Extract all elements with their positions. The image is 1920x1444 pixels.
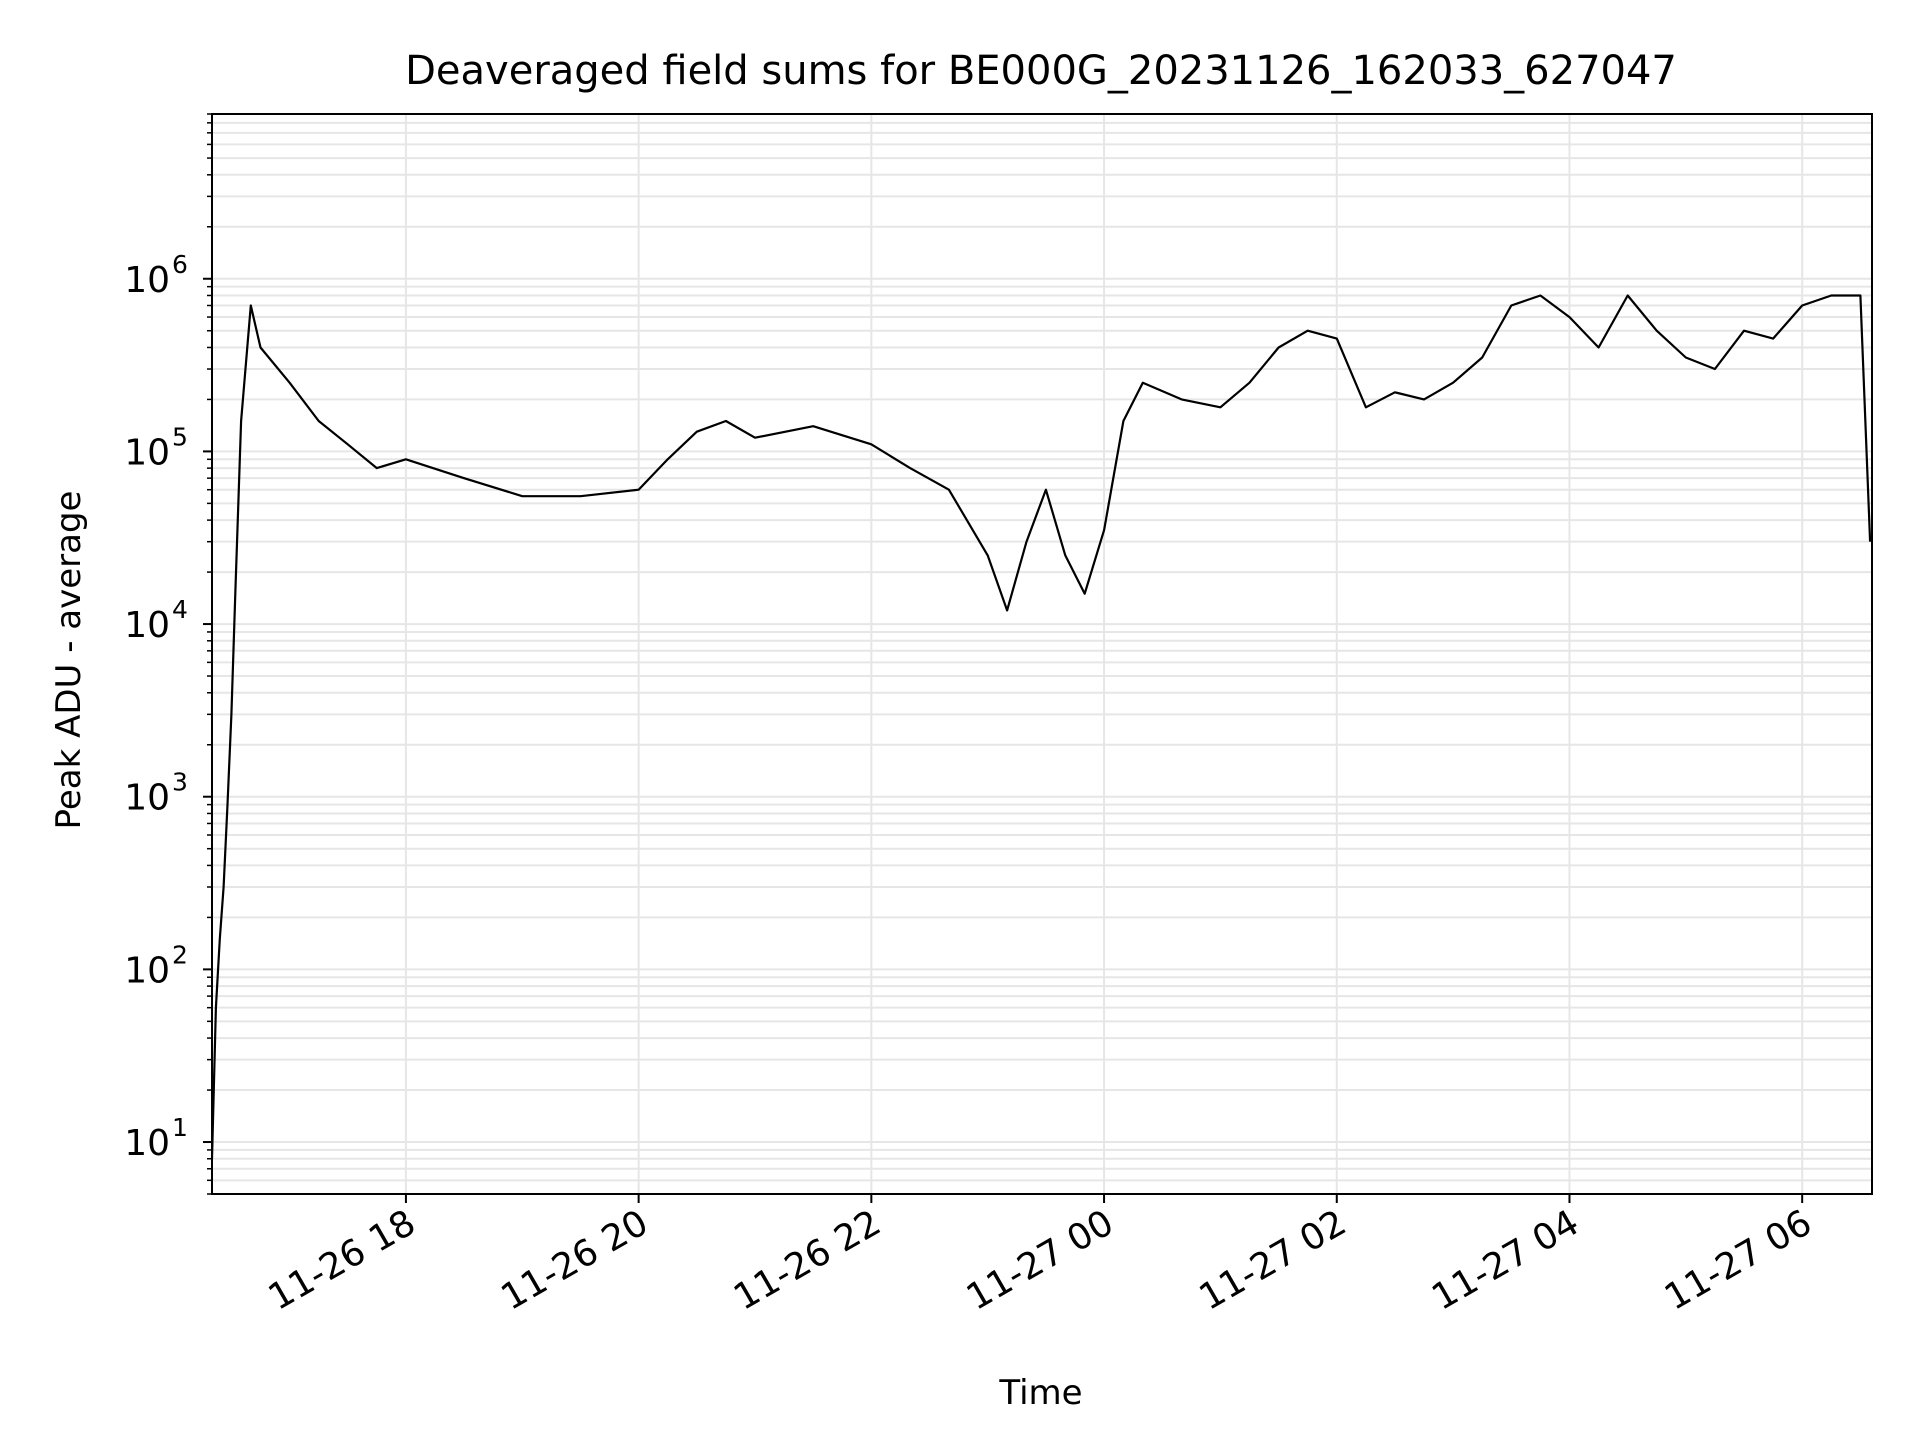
x-axis-label: Time (998, 1373, 1082, 1413)
series-line (210, 294, 1872, 1159)
y-tick-label: 10 (124, 950, 170, 991)
y-tick-label: 10 (124, 260, 170, 301)
y-tick-label: 10 (124, 778, 170, 819)
y-tick-exponent: 3 (172, 768, 188, 797)
y-tick-exponent: 2 (172, 940, 188, 969)
plot-data (210, 294, 1872, 1159)
y-tick-exponent: 5 (172, 422, 188, 451)
chart-title: Deaveraged field sums for BE000G_2023112… (405, 48, 1677, 94)
grid (212, 113, 1872, 1195)
y-tick-label: 10 (124, 605, 170, 646)
y-tick-label: 10 (124, 432, 170, 473)
y-tick-exponent: 4 (172, 595, 188, 624)
y-tick-label: 10 (124, 1123, 170, 1164)
y-axis-label: Peak ADU - average (49, 491, 89, 830)
y-tick-exponent: 6 (172, 250, 188, 279)
y-tick-exponent: 1 (172, 1113, 188, 1142)
axes-frame (211, 113, 1873, 1195)
